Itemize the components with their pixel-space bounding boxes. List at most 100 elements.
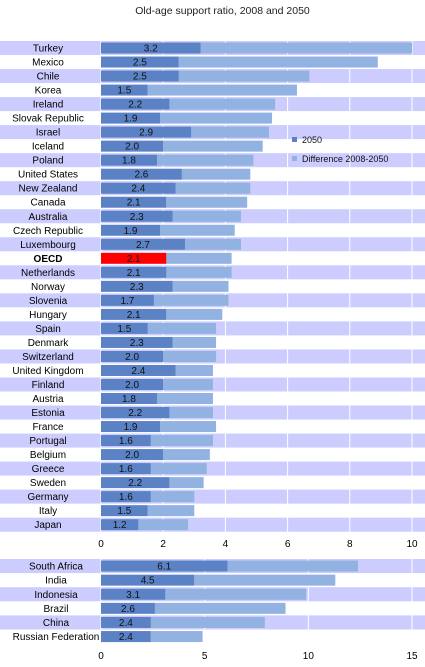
category-label-czech-republic: Czech Republic [13, 226, 83, 237]
bar-difference-canada [166, 196, 248, 208]
bar-2050-estonia [101, 407, 170, 419]
data-label-slovak-republic: 1.9 [124, 114, 138, 125]
bar-difference-australia [172, 210, 241, 222]
data-label-portugal: 1.6 [119, 436, 133, 447]
bar-difference-oecd [166, 252, 232, 264]
bar-2050-israel [101, 126, 192, 138]
bar-2050-oecd [101, 252, 167, 264]
category-label-turkey: Turkey [33, 44, 63, 55]
category-label-belgium: Belgium [30, 450, 66, 461]
tick-label-0-4: 4 [223, 539, 229, 550]
category-label-austria: Austria [32, 394, 64, 405]
category-label-indonesia: Indonesia [34, 590, 78, 601]
legend-label-difference: Difference 2008-2050 [302, 153, 389, 164]
bar-2050-south-africa [101, 560, 228, 572]
legend-item-2050: 2050 [292, 133, 388, 146]
data-label-norway: 2.3 [130, 282, 144, 293]
bar-difference-italy [147, 505, 195, 517]
tick-label-0-6: 6 [285, 539, 291, 550]
bar-2050-italy [101, 505, 148, 517]
bar-2050-portugal [101, 435, 151, 447]
tick-label-0-2: 2 [160, 539, 166, 550]
bar-2050-japan [101, 519, 139, 531]
category-label-greece: Greece [32, 464, 65, 475]
data-label-south-africa: 6.1 [157, 562, 171, 573]
bar-2050-germany [101, 491, 151, 503]
legend-item-difference: Difference 2008-2050 [292, 152, 388, 165]
bar-2050-turkey [101, 42, 201, 54]
bar-difference-portugal [150, 435, 213, 447]
category-label-united-kingdom: United Kingdom [12, 366, 83, 377]
bar-difference-sweden [169, 477, 204, 489]
bar-difference-denmark [172, 336, 217, 348]
bar-difference-france [160, 421, 217, 433]
data-label-netherlands: 2.1 [127, 268, 141, 279]
category-label-new-zealand: New Zealand [19, 184, 78, 195]
bar-difference-brazil [154, 602, 286, 614]
legend-label-2050: 2050 [302, 134, 323, 145]
category-label-france: France [32, 422, 64, 433]
data-label-germany: 1.6 [119, 492, 133, 503]
bar-2050-austria [101, 393, 157, 405]
data-label-indonesia: 3.1 [126, 590, 140, 601]
category-label-mexico: Mexico [32, 58, 64, 69]
category-label-spain: Spain [35, 324, 61, 335]
chart-title: Old-age support ratio, 2008 and 2050 [135, 5, 310, 17]
category-label-russian-federation: Russian Federation [13, 632, 100, 643]
tick-label-0-0: 0 [98, 539, 104, 550]
row-band-japan [0, 517, 425, 532]
category-label-slovak-republic: Slovak Republic [12, 114, 84, 125]
data-label-austria: 1.8 [122, 394, 136, 405]
bar-difference-turkey [200, 42, 412, 54]
bar-difference-switzerland [163, 350, 217, 362]
data-label-korea: 1.5 [117, 86, 131, 97]
bar-2050-greece [101, 463, 151, 475]
bar-2050-hungary [101, 308, 167, 320]
data-label-israel: 2.9 [139, 128, 153, 139]
category-label-ireland: Ireland [33, 100, 64, 111]
category-label-brazil: Brazil [43, 604, 68, 615]
category-label-oecd: OECD [34, 254, 63, 265]
category-label-germany: Germany [27, 492, 68, 503]
bar-difference-hungary [166, 308, 223, 320]
data-label-united-kingdom: 2.4 [131, 366, 145, 377]
bar-difference-greece [150, 463, 207, 475]
data-label-france: 1.9 [124, 422, 138, 433]
bar-difference-india [194, 574, 336, 586]
category-label-luxembourg: Luxembourg [20, 240, 76, 251]
data-label-india: 4.5 [141, 576, 155, 587]
category-label-denmark: Denmark [28, 338, 70, 349]
bar-2050-slovenia [101, 294, 154, 306]
bar-2050-czech-republic [101, 224, 161, 236]
category-label-sweden: Sweden [30, 478, 66, 489]
bar-difference-austria [156, 393, 213, 405]
tick-label-1-0: 0 [98, 651, 104, 662]
chart-legend: 2050 Difference 2008-2050 [292, 133, 388, 171]
bar-2050-india [101, 574, 195, 586]
bar-2050-united-states [101, 168, 182, 180]
bar-2050-switzerland [101, 350, 164, 362]
bar-difference-slovenia [153, 294, 229, 306]
data-label-spain: 1.5 [117, 324, 131, 335]
bar-difference-china [150, 616, 265, 628]
bar-difference-new-zealand [175, 182, 251, 194]
bar-2050-norway [101, 280, 173, 292]
bar-difference-czech-republic [160, 224, 235, 236]
bar-difference-japan [138, 519, 189, 531]
bar-2050-finland [101, 378, 164, 390]
data-label-slovenia: 1.7 [120, 296, 134, 307]
data-label-italy: 1.5 [117, 506, 131, 517]
data-label-russian-federation: 2.4 [119, 632, 133, 643]
bar-difference-luxembourg [184, 238, 241, 250]
data-label-belgium: 2.0 [125, 450, 139, 461]
bar-2050-france [101, 421, 161, 433]
category-label-hungary: Hungary [29, 310, 67, 321]
tick-label-0-10: 10 [406, 539, 418, 550]
bar-difference-finland [163, 378, 213, 390]
category-label-china: China [43, 618, 70, 629]
category-label-poland: Poland [32, 156, 63, 167]
bar-difference-russian-federation [150, 631, 203, 643]
bar-difference-mexico [178, 56, 378, 68]
data-label-sweden: 2.2 [128, 478, 142, 489]
data-label-czech-republic: 1.9 [124, 226, 138, 237]
